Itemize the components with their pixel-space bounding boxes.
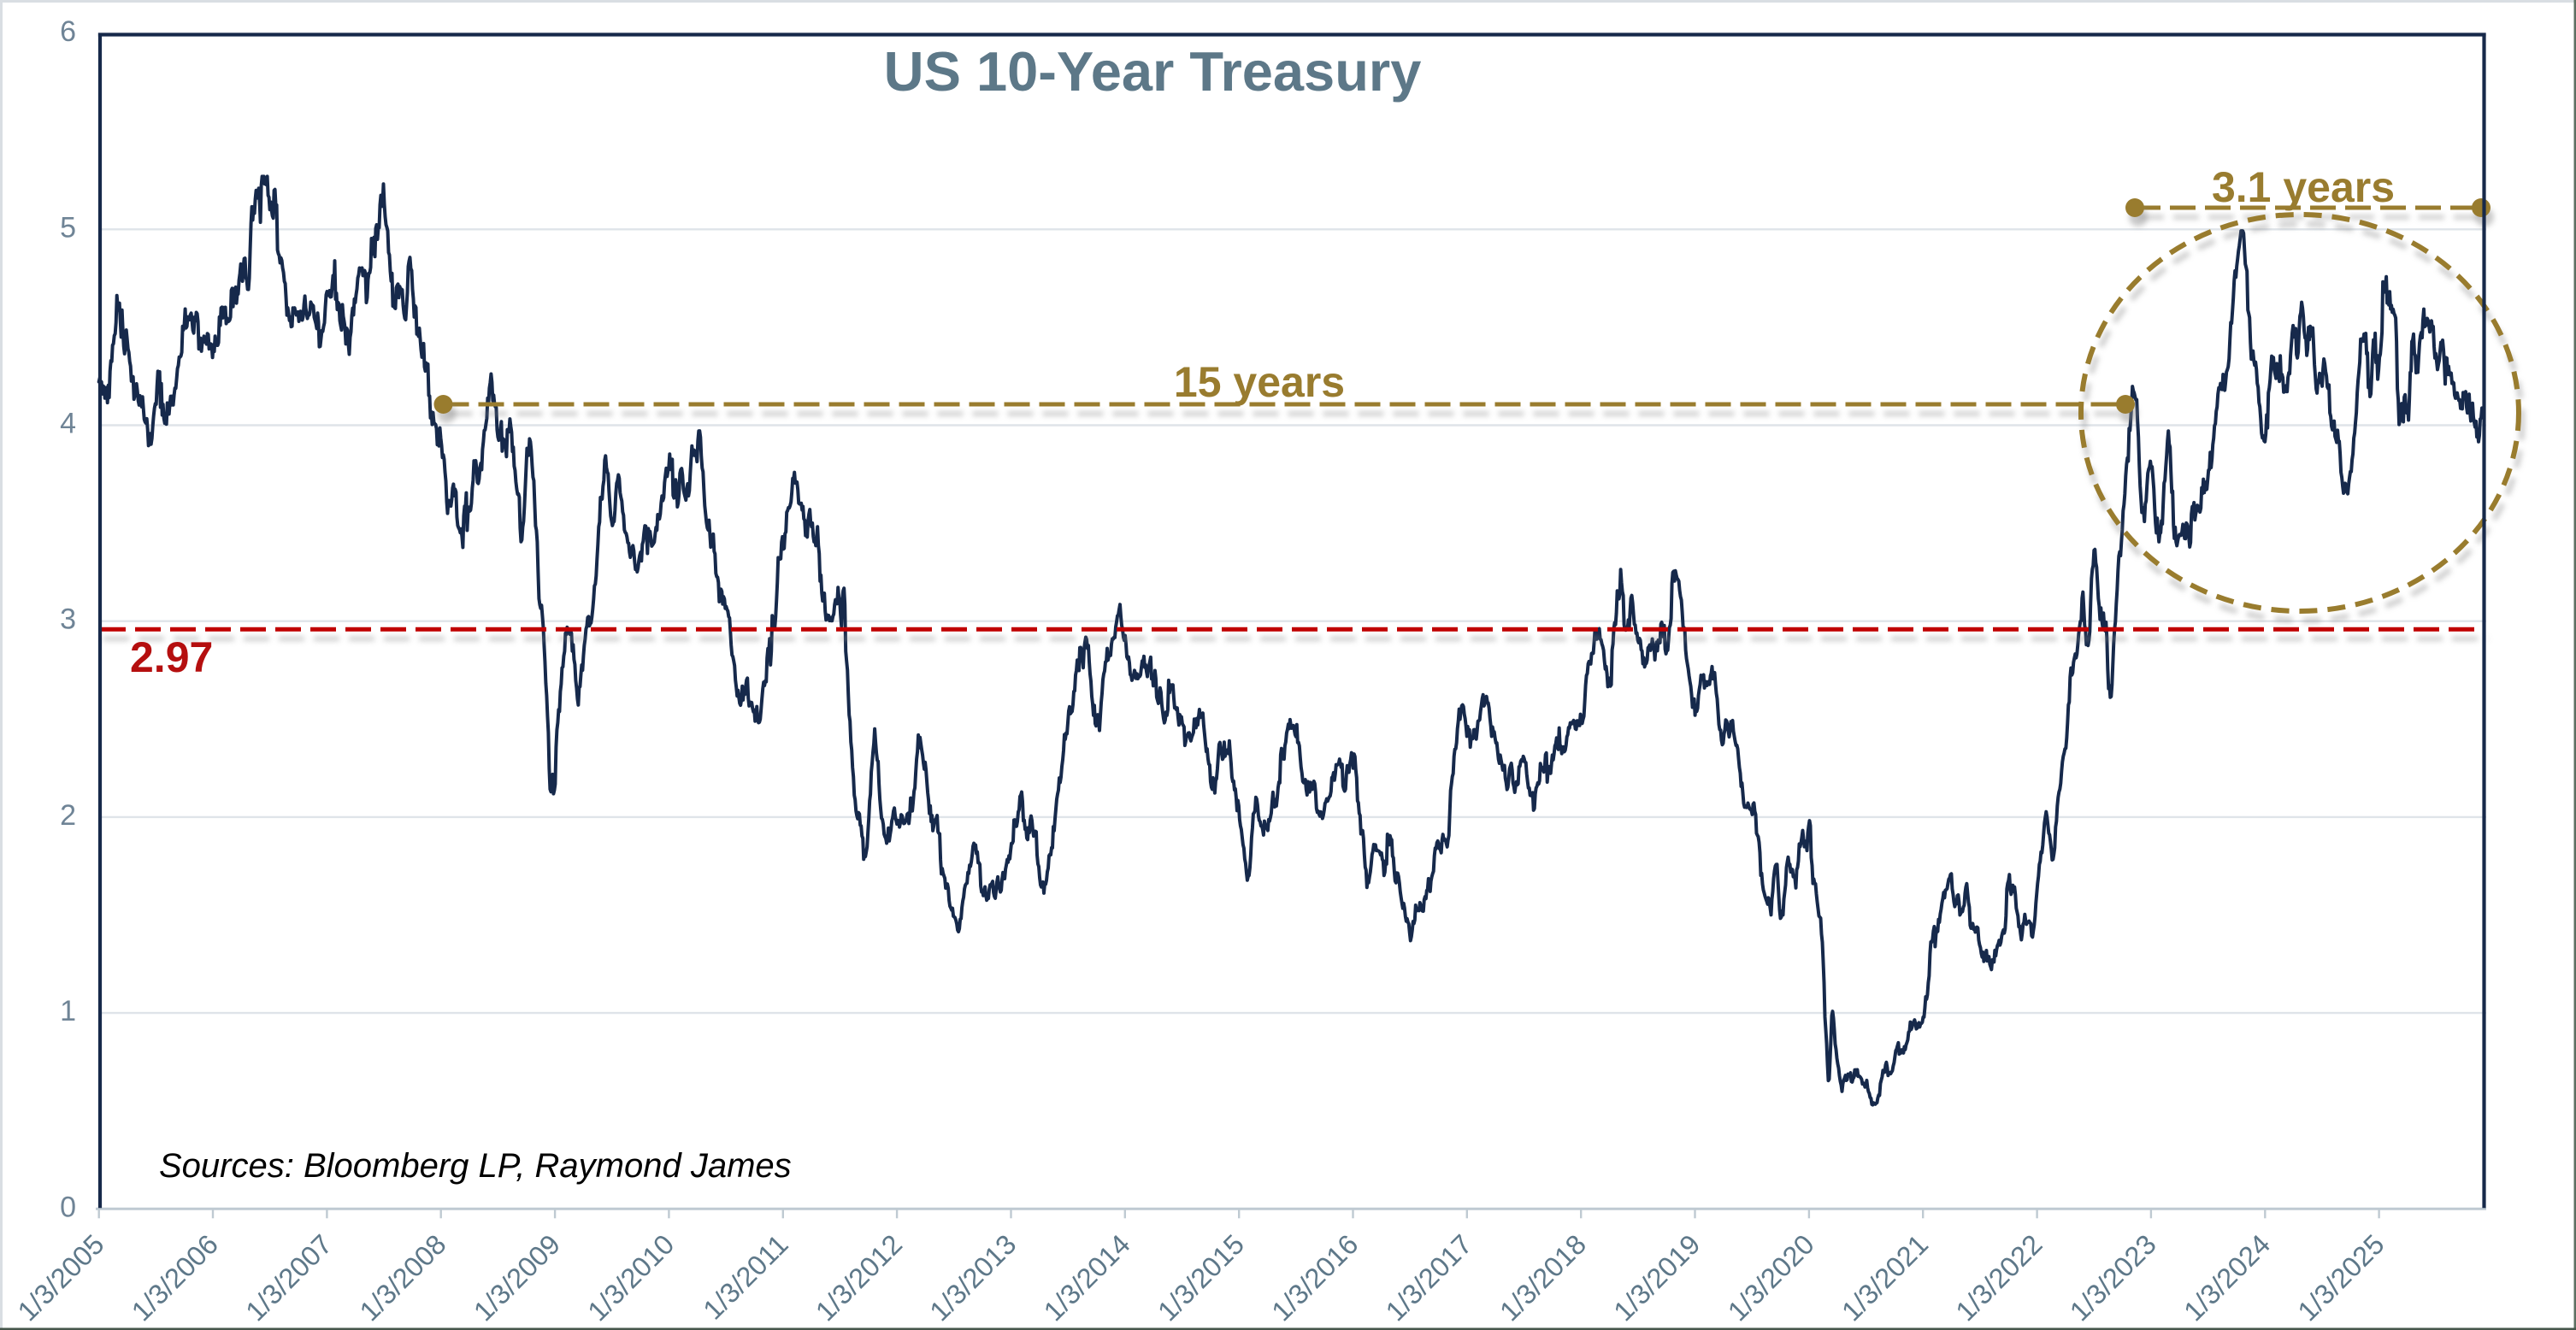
svg-text:US 10-Year Treasury: US 10-Year Treasury (884, 40, 1422, 103)
svg-text:5: 5 (60, 211, 76, 244)
svg-text:2: 2 (60, 799, 76, 832)
svg-text:1: 1 (60, 995, 76, 1027)
svg-text:6: 6 (60, 15, 76, 48)
svg-text:4: 4 (60, 408, 76, 440)
svg-text:2.97: 2.97 (130, 633, 213, 681)
svg-text:15 years: 15 years (1174, 358, 1345, 406)
svg-text:0: 0 (60, 1191, 76, 1223)
svg-text:3: 3 (60, 603, 76, 636)
svg-text:3.1 years: 3.1 years (2212, 163, 2395, 211)
svg-text:Sources: Bloomberg LP, Raymond: Sources: Bloomberg LP, Raymond James (159, 1147, 792, 1185)
